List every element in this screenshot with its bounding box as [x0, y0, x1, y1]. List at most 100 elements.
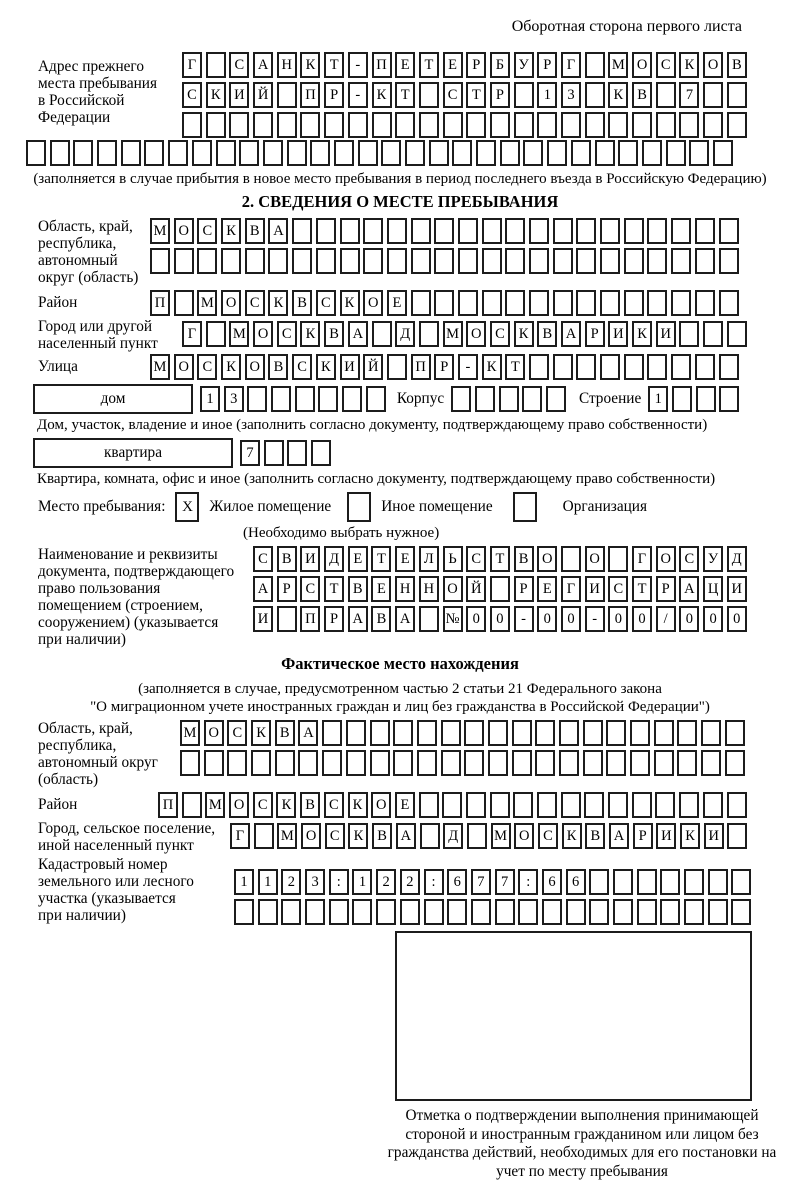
- form-cell: [180, 750, 200, 776]
- form-cell: 3: [305, 869, 326, 895]
- form-cell: [363, 248, 384, 274]
- form-cell: [276, 82, 297, 108]
- form-cell: [636, 899, 657, 925]
- form-cell: [342, 386, 363, 412]
- form-cell: [305, 899, 326, 925]
- form-cell: В: [372, 823, 393, 849]
- form-cell: [481, 290, 502, 316]
- form-cell: [203, 750, 224, 776]
- form-cell: [584, 792, 605, 818]
- form-cell: В: [537, 321, 558, 347]
- form-cell: М: [608, 52, 629, 78]
- form-cell: [529, 248, 549, 274]
- form-cell: И: [608, 321, 629, 347]
- form-cell: [418, 82, 439, 108]
- form-cell: [707, 899, 728, 925]
- form-cell: [481, 248, 502, 274]
- apartment-cells: 7: [240, 440, 332, 466]
- form-cell: [423, 899, 444, 925]
- form-cell: [712, 140, 733, 166]
- form-cell: [499, 140, 520, 166]
- form-cell: 2: [281, 869, 302, 895]
- form-cell: Р: [466, 52, 487, 78]
- form-cell: [464, 720, 485, 746]
- form-cell: К: [251, 720, 272, 746]
- form-cell: К: [680, 823, 701, 849]
- form-cell: [613, 899, 633, 925]
- stay-type-label: Место пребывания:: [38, 498, 166, 515]
- form-cell: [26, 140, 46, 166]
- form-cell: [726, 321, 747, 347]
- form-cell: Н: [276, 52, 297, 78]
- form-cell: [552, 248, 573, 274]
- form-cell: [234, 899, 254, 925]
- form-cell: [251, 750, 272, 776]
- form-cell: [582, 750, 603, 776]
- form-cell: К: [348, 823, 369, 849]
- form-cell: О: [301, 823, 322, 849]
- form-cell: [541, 899, 562, 925]
- form-cell: [684, 869, 705, 895]
- form-cell: 3: [561, 82, 581, 108]
- form-cell: -: [347, 82, 368, 108]
- form-cell: В: [324, 321, 345, 347]
- form-cell: А: [347, 606, 368, 632]
- form-cell: [511, 750, 532, 776]
- form-cell: [244, 248, 265, 274]
- form-cell: Р: [434, 354, 455, 380]
- form-cell: [679, 112, 700, 138]
- form-cell: П: [300, 606, 321, 632]
- form-cell: [726, 82, 747, 108]
- cadastral-row-2: [234, 899, 752, 925]
- form-cell: [518, 899, 539, 925]
- form-cell: 1: [257, 869, 278, 895]
- form-cell: Л: [418, 546, 439, 572]
- form-cell: [381, 140, 402, 166]
- form-cell: Е: [394, 792, 415, 818]
- form-cell: С: [276, 321, 297, 347]
- form-cell: [376, 899, 397, 925]
- form-cell: А: [253, 52, 274, 78]
- form-cell: О: [632, 52, 653, 78]
- form-cell: [173, 248, 194, 274]
- actual-location-note-2: "О миграционном учете иностранных гражда…: [90, 699, 710, 715]
- form-cell: [513, 112, 534, 138]
- form-cell: М: [442, 321, 463, 347]
- form-cell: [239, 140, 260, 166]
- form-cell: С: [227, 720, 248, 746]
- form-cell: [694, 248, 715, 274]
- form-cell: [434, 218, 455, 244]
- form-cell: [434, 290, 455, 316]
- form-cell: И: [703, 823, 724, 849]
- form-cell: К: [205, 82, 226, 108]
- form-cell: [552, 290, 573, 316]
- form-cell: [505, 218, 526, 244]
- form-cell: Н: [418, 576, 439, 602]
- form-cell: [386, 218, 407, 244]
- form-cell: [623, 290, 644, 316]
- form-cell: [606, 750, 627, 776]
- form-cell: К: [300, 52, 321, 78]
- form-cell: [182, 112, 202, 138]
- stroenie-cells: 1: [648, 386, 740, 412]
- form-cell: Д: [726, 546, 747, 572]
- form-cell: [328, 899, 349, 925]
- form-cell: [576, 218, 597, 244]
- form-cell: [466, 823, 487, 849]
- form-cell: [529, 218, 549, 244]
- form-cell: [419, 823, 440, 849]
- form-cell: А: [679, 576, 700, 602]
- form-cell: 2: [399, 869, 420, 895]
- stay-type-row: Место пребывания: X Жилое помещение Иное…: [38, 492, 800, 522]
- form-cell: [221, 248, 242, 274]
- form-cell: К: [221, 354, 242, 380]
- form-cell: Т: [466, 82, 487, 108]
- form-cell: Е: [395, 52, 416, 78]
